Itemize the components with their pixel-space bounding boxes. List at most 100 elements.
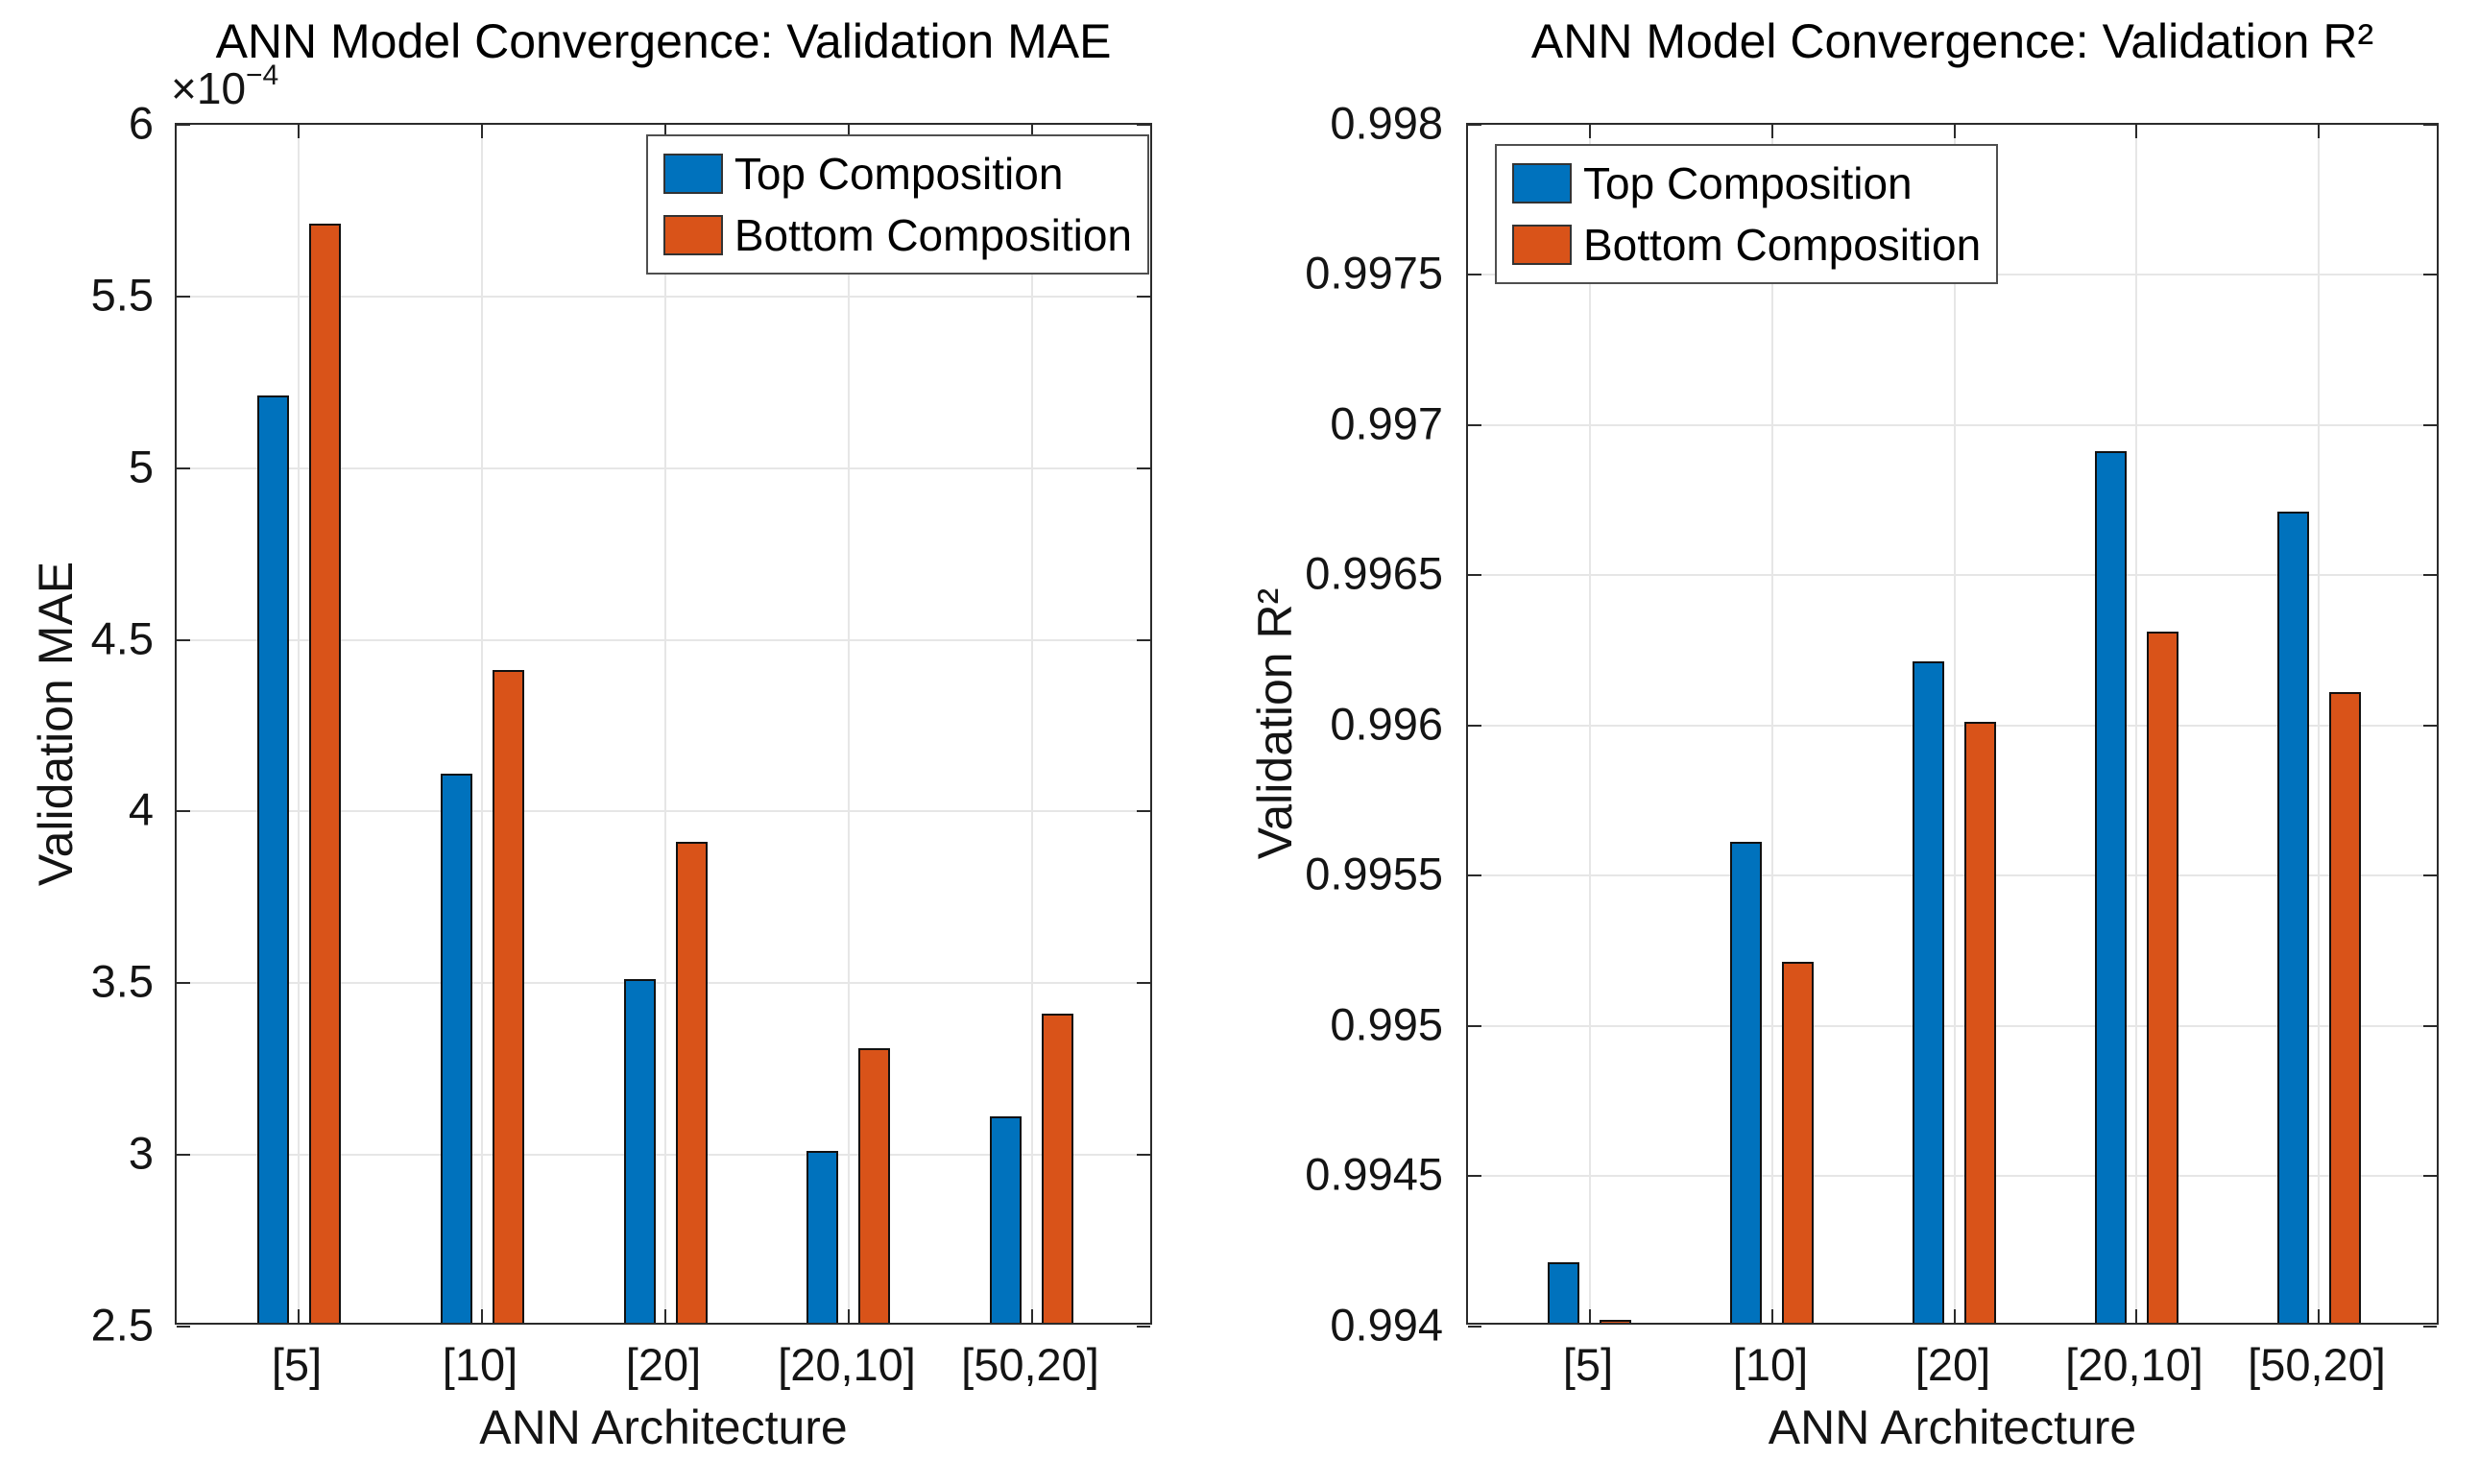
- x-axis-tick-bottom: [1589, 1309, 1591, 1323]
- mae-y-tick-labels: 2.5 3 3.5 4 4.5 5 5.5 6: [0, 98, 154, 1351]
- x-axis-tick-bottom: [2135, 1309, 2137, 1323]
- bar-top-[20]: [624, 979, 656, 1323]
- mae-y-axis-exponent: ×10−4: [171, 60, 278, 114]
- y-tick-label: 0.9945: [1305, 1148, 1443, 1200]
- legend-row-bottom-composition: Bottom Composition: [662, 209, 1132, 261]
- y-axis-tick-left: [177, 467, 190, 469]
- mae-x-axis-label: ANN Architecture: [479, 1400, 848, 1454]
- y-axis-tick-left: [177, 124, 190, 126]
- y-gridline: [1468, 1025, 2437, 1027]
- y-axis-tick-right: [2423, 1025, 2437, 1027]
- y-axis-tick-left: [1468, 1326, 1481, 1328]
- y-axis-tick-left: [1468, 424, 1481, 426]
- y-tick-label: 5: [128, 441, 154, 492]
- y-tick-label: 4.5: [90, 612, 154, 664]
- y-tick-label: 0.996: [1330, 698, 1443, 750]
- x-gridline: [848, 125, 850, 1323]
- y-tick-label: 0.9975: [1305, 247, 1443, 299]
- x-axis-tick-bottom: [298, 1309, 300, 1323]
- y-axis-tick-right: [2423, 574, 2437, 576]
- y-gridline: [177, 810, 1150, 812]
- y-axis-tick-left: [177, 810, 190, 812]
- y-gridline: [177, 1154, 1150, 1156]
- x-gridline: [1589, 125, 1591, 1323]
- y-axis-tick-left: [1468, 574, 1481, 576]
- y-axis-tick-right: [1137, 810, 1150, 812]
- y-axis-tick-right: [1137, 124, 1150, 126]
- x-tick-label: [50,20]: [2248, 1339, 2386, 1390]
- bar-bottom-[20,10]: [2147, 632, 2178, 1323]
- y-axis-tick-left: [177, 1326, 190, 1328]
- r2-x-tick-labels: [5] [10] [20] [20,10] [50,20]: [1466, 1338, 2439, 1396]
- legend-row-top-composition: Top Composition: [662, 148, 1132, 200]
- y-gridline: [1468, 424, 2437, 426]
- bar-top-[20,10]: [806, 1151, 838, 1323]
- mae-y-axis-exponent-power: −4: [246, 60, 279, 91]
- y-tick-label: 4: [128, 783, 154, 835]
- legend-swatch-bottom: [662, 215, 723, 255]
- x-axis-tick-top: [298, 125, 300, 138]
- y-gridline: [1468, 1175, 2437, 1177]
- bar-bottom-[20]: [1964, 722, 1996, 1323]
- y-axis-tick-right: [2423, 1175, 2437, 1177]
- x-tick-label: [20,10]: [2065, 1339, 2203, 1390]
- legend-label-top: Top Composition: [734, 149, 1064, 199]
- x-axis-tick-bottom: [481, 1309, 483, 1323]
- y-gridline: [177, 296, 1150, 298]
- x-axis-tick-bottom: [2318, 1309, 2320, 1323]
- y-gridline: [1468, 874, 2437, 876]
- x-axis-tick-top: [1031, 125, 1033, 138]
- bar-top-[50,20]: [990, 1116, 1022, 1323]
- r2-chart-title: ANN Model Convergence: Validation R²: [1530, 14, 2374, 68]
- y-axis-tick-right: [2423, 725, 2437, 727]
- bar-top-[5]: [257, 395, 289, 1323]
- y-tick-label: 3.5: [90, 955, 154, 1007]
- bar-top-[5]: [1548, 1262, 1579, 1323]
- y-axis-tick-left: [177, 982, 190, 984]
- y-tick-label: 0.997: [1330, 397, 1443, 449]
- x-gridline: [298, 125, 300, 1323]
- x-tick-label: [5]: [1562, 1339, 1614, 1390]
- x-gridline: [1771, 125, 1773, 1323]
- y-axis-tick-right: [2423, 874, 2437, 876]
- x-tick-label: [20,10]: [778, 1339, 916, 1390]
- bar-bottom-[5]: [1600, 1320, 1631, 1323]
- y-gridline: [177, 467, 1150, 469]
- x-gridline: [2135, 125, 2137, 1323]
- y-tick-label: 0.9965: [1305, 547, 1443, 599]
- y-tick-label: 2.5: [90, 1299, 154, 1351]
- y-axis-tick-right: [2423, 424, 2437, 426]
- mae-y-axis-exponent-base: ×10: [171, 63, 247, 113]
- y-tick-label: 5.5: [90, 269, 154, 321]
- mae-legend: Top Composition Bottom Composition: [645, 134, 1149, 275]
- x-gridline: [481, 125, 483, 1323]
- x-axis-tick-top: [2318, 125, 2320, 138]
- x-axis-tick-bottom: [1771, 1309, 1773, 1323]
- y-gridline: [177, 639, 1150, 641]
- y-axis-tick-right: [1137, 1326, 1150, 1328]
- y-tick-label: 0.998: [1330, 97, 1443, 149]
- x-gridline: [1954, 125, 1956, 1323]
- x-axis-tick-top: [1954, 125, 1956, 138]
- legend-swatch-top: [662, 154, 723, 194]
- x-gridline: [664, 125, 666, 1323]
- y-gridline: [1468, 574, 2437, 576]
- r2-y-tick-labels: 0.994 0.9945 0.995 0.9955 0.996 0.9965 0.997 0.…: [1261, 98, 1443, 1351]
- x-tick-label: [10]: [1732, 1339, 1809, 1390]
- legend-swatch-top: [1512, 163, 1572, 203]
- r2-legend: Top Composition Bottom Composition: [1495, 144, 1999, 284]
- y-axis-tick-left: [1468, 725, 1481, 727]
- r2-plot-area: [1466, 123, 2439, 1328]
- x-tick-label: [20]: [625, 1339, 702, 1390]
- y-tick-label: 6: [128, 97, 154, 149]
- x-axis-tick-top: [481, 125, 483, 138]
- bar-top-[50,20]: [2277, 512, 2309, 1323]
- x-axis-tick-bottom: [848, 1309, 850, 1323]
- bar-bottom-[50,20]: [2329, 692, 2361, 1323]
- y-axis-tick-right: [1137, 296, 1150, 298]
- y-axis-tick-left: [1468, 874, 1481, 876]
- x-axis-tick-bottom: [1031, 1309, 1033, 1323]
- bar-bottom-[50,20]: [1042, 1014, 1073, 1323]
- y-tick-label: 0.995: [1330, 998, 1443, 1050]
